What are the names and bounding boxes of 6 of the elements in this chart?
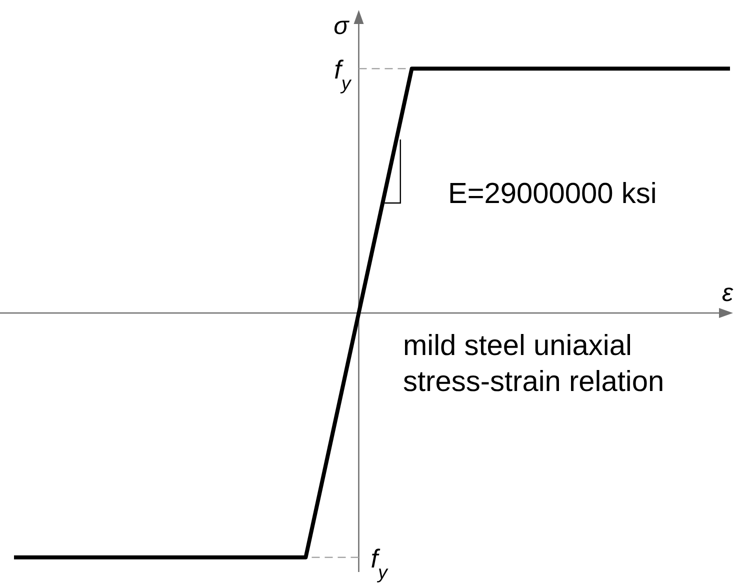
annotation: mild steel uniaxial stress-strain relation <box>403 329 666 400</box>
ref-line-label: f$_{y}$ <box>334 54 352 94</box>
annotation: E=29000000 ksi <box>448 177 658 212</box>
x-axis-title: ε <box>722 278 734 307</box>
y-axis-title: σ <box>334 12 350 40</box>
ref-line-label: f$_{y}$ <box>370 543 389 582</box>
